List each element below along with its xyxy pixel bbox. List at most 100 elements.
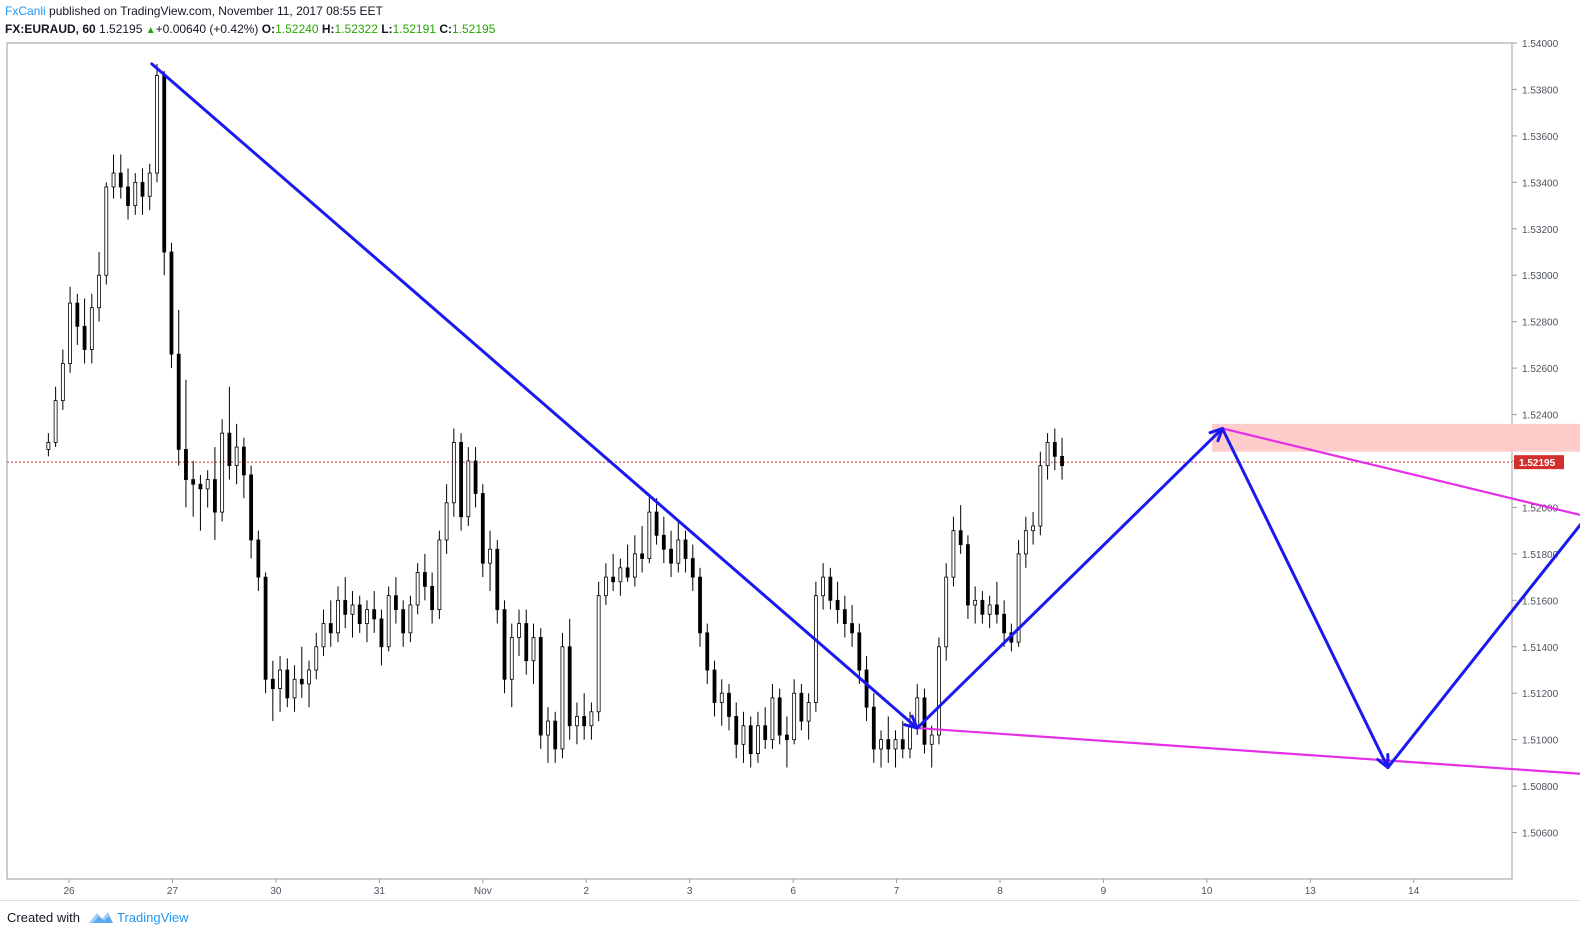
candle-down xyxy=(162,75,167,253)
author-link[interactable]: FxCanli xyxy=(5,4,46,18)
candle-down xyxy=(705,632,710,671)
candle-down xyxy=(169,251,174,355)
candle-down xyxy=(1052,442,1057,457)
x-tick-label: 26 xyxy=(63,886,75,897)
y-tick-label: 1.50600 xyxy=(1522,829,1559,840)
candle-down xyxy=(690,558,695,578)
candle-down xyxy=(430,586,435,611)
candle-up xyxy=(68,302,72,364)
y-tick-label: 1.51400 xyxy=(1522,643,1559,654)
candle-up xyxy=(488,548,492,564)
candle-up xyxy=(234,446,239,467)
candle-down xyxy=(227,432,232,467)
candle-down xyxy=(900,739,905,750)
zigzag-segment xyxy=(1386,522,1580,770)
candle-down xyxy=(980,599,985,615)
y-tick-label: 1.53800 xyxy=(1522,85,1559,96)
price-change: +0.00640 (+0.42%) xyxy=(155,22,259,36)
candle-up xyxy=(987,604,992,615)
candle-down xyxy=(176,353,181,450)
candle-down xyxy=(459,442,463,518)
published-text: published on TradingView.com, November 1… xyxy=(49,4,383,18)
x-tick-label: 27 xyxy=(167,886,179,897)
open-value: 1.52240 xyxy=(275,22,319,36)
candle-up xyxy=(408,604,413,634)
candle-up xyxy=(451,442,456,504)
candle-up xyxy=(676,539,681,564)
candle-down xyxy=(727,692,731,717)
candle-down xyxy=(270,678,275,689)
candle-up xyxy=(1038,465,1043,527)
candle-up xyxy=(792,692,797,741)
y-tick-label: 1.53400 xyxy=(1522,178,1559,189)
x-tick-label: 14 xyxy=(1408,886,1420,897)
candle-down xyxy=(683,539,688,559)
candle-up xyxy=(647,511,652,559)
candle-up xyxy=(292,678,297,699)
tradingview-link[interactable]: TradingView xyxy=(117,910,189,925)
candle-down xyxy=(184,448,188,480)
candle-up xyxy=(813,595,818,703)
candle-up xyxy=(596,595,601,713)
candle-down xyxy=(249,474,254,541)
candle-down xyxy=(748,725,753,755)
candle-down xyxy=(343,599,348,615)
candle-down xyxy=(625,567,630,578)
candle-up xyxy=(944,576,949,648)
candle-down xyxy=(394,595,398,611)
high-label: H: xyxy=(321,22,335,36)
candle-up xyxy=(205,479,210,490)
candle-down xyxy=(994,604,999,615)
candle-down xyxy=(654,511,659,536)
y-tick-label: 1.52400 xyxy=(1522,411,1559,422)
candle-up xyxy=(220,432,225,513)
candle-up xyxy=(893,739,898,750)
close-label: C: xyxy=(439,22,452,36)
candle-up xyxy=(915,697,920,727)
candle-down xyxy=(886,739,891,750)
candle-up xyxy=(937,646,941,736)
high-value: 1.52322 xyxy=(334,22,378,36)
y-tick-label: 1.54000 xyxy=(1522,39,1559,50)
candle-down xyxy=(118,172,123,188)
candle-down xyxy=(1060,455,1064,467)
candle-up xyxy=(278,669,282,689)
tradingview-logo-icon[interactable] xyxy=(88,910,114,927)
candle-up xyxy=(1023,530,1028,555)
candle-up xyxy=(560,646,565,750)
candle-up xyxy=(806,702,811,722)
candle-up xyxy=(444,502,449,541)
candle-up xyxy=(147,172,152,197)
candle-up xyxy=(314,646,319,671)
x-tick-label: 13 xyxy=(1305,886,1317,897)
x-tick-label: 2 xyxy=(583,886,589,897)
candle-down xyxy=(357,604,362,624)
candle-down xyxy=(871,706,876,750)
candle-up xyxy=(756,725,760,755)
candle-down xyxy=(75,302,80,327)
candle-up xyxy=(46,442,51,450)
candle-up xyxy=(632,553,637,578)
candle-up xyxy=(60,363,65,402)
candle-down xyxy=(712,669,717,703)
x-tick-label: 8 xyxy=(997,886,1003,897)
candle-up xyxy=(111,172,116,188)
candle-up xyxy=(104,186,109,276)
candle-down xyxy=(828,576,833,601)
candle-down xyxy=(213,479,217,513)
candle-down xyxy=(842,609,847,624)
candle-down xyxy=(126,186,130,206)
candle-down xyxy=(777,697,782,736)
trendline-lower xyxy=(917,726,1580,775)
candle-down xyxy=(256,539,261,578)
candle-down xyxy=(372,609,377,620)
candle-down xyxy=(835,599,840,611)
candle-down xyxy=(140,181,145,197)
candle-down xyxy=(401,609,406,634)
candle-up xyxy=(509,637,514,680)
zigzag-segment xyxy=(1220,426,1390,770)
candle-up xyxy=(741,725,746,745)
last-price-badge xyxy=(1514,455,1564,470)
y-tick-label: 1.51000 xyxy=(1522,736,1559,747)
